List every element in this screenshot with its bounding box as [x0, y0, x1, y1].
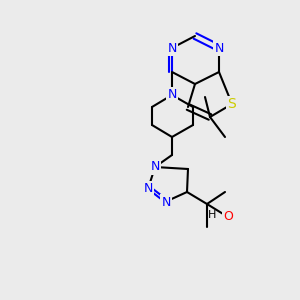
- Text: O: O: [223, 211, 233, 224]
- Text: H: H: [208, 210, 216, 220]
- Text: N: N: [150, 160, 160, 173]
- Text: N: N: [161, 196, 171, 208]
- Text: N: N: [214, 41, 224, 55]
- Text: N: N: [143, 182, 153, 196]
- Text: N: N: [167, 41, 177, 55]
- Text: N: N: [167, 88, 177, 101]
- Text: S: S: [228, 97, 236, 111]
